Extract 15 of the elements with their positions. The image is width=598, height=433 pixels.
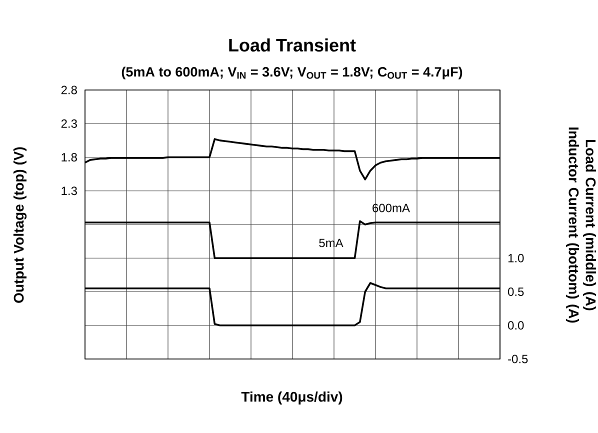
annotation: 5mA: [319, 238, 344, 248]
y2-tick-label: 0.0: [508, 321, 524, 330]
y2-tick-label: 1.0: [508, 254, 524, 262]
x-axis-title: Time (40μs/div): [241, 391, 342, 405]
y-tick-label: 2.3: [61, 119, 77, 128]
y2-tick-label: 0.5: [508, 288, 524, 296]
chart-title: Load Transient: [229, 38, 356, 52]
y-axis-title: Output Voltage (top) (V): [13, 147, 27, 303]
y-tick-label: 1.3: [62, 186, 77, 196]
chart-subtitle: (5mA to 600mA; V$_{IN}$ = 3.6V; V$_{OUT}$ = 1.8V; C$_{OUT}$ = 4.7μF): [122, 66, 462, 80]
annotation: 600mA: [372, 204, 410, 212]
y2-axis-title: Load Current (middle) (A) Inductor Current (bottom) (A): [566, 128, 596, 323]
y-tick-label: 2.8: [61, 86, 77, 94]
y-tick-label: 1.8: [62, 153, 77, 162]
y2-tick-label: -0.5: [508, 354, 528, 364]
